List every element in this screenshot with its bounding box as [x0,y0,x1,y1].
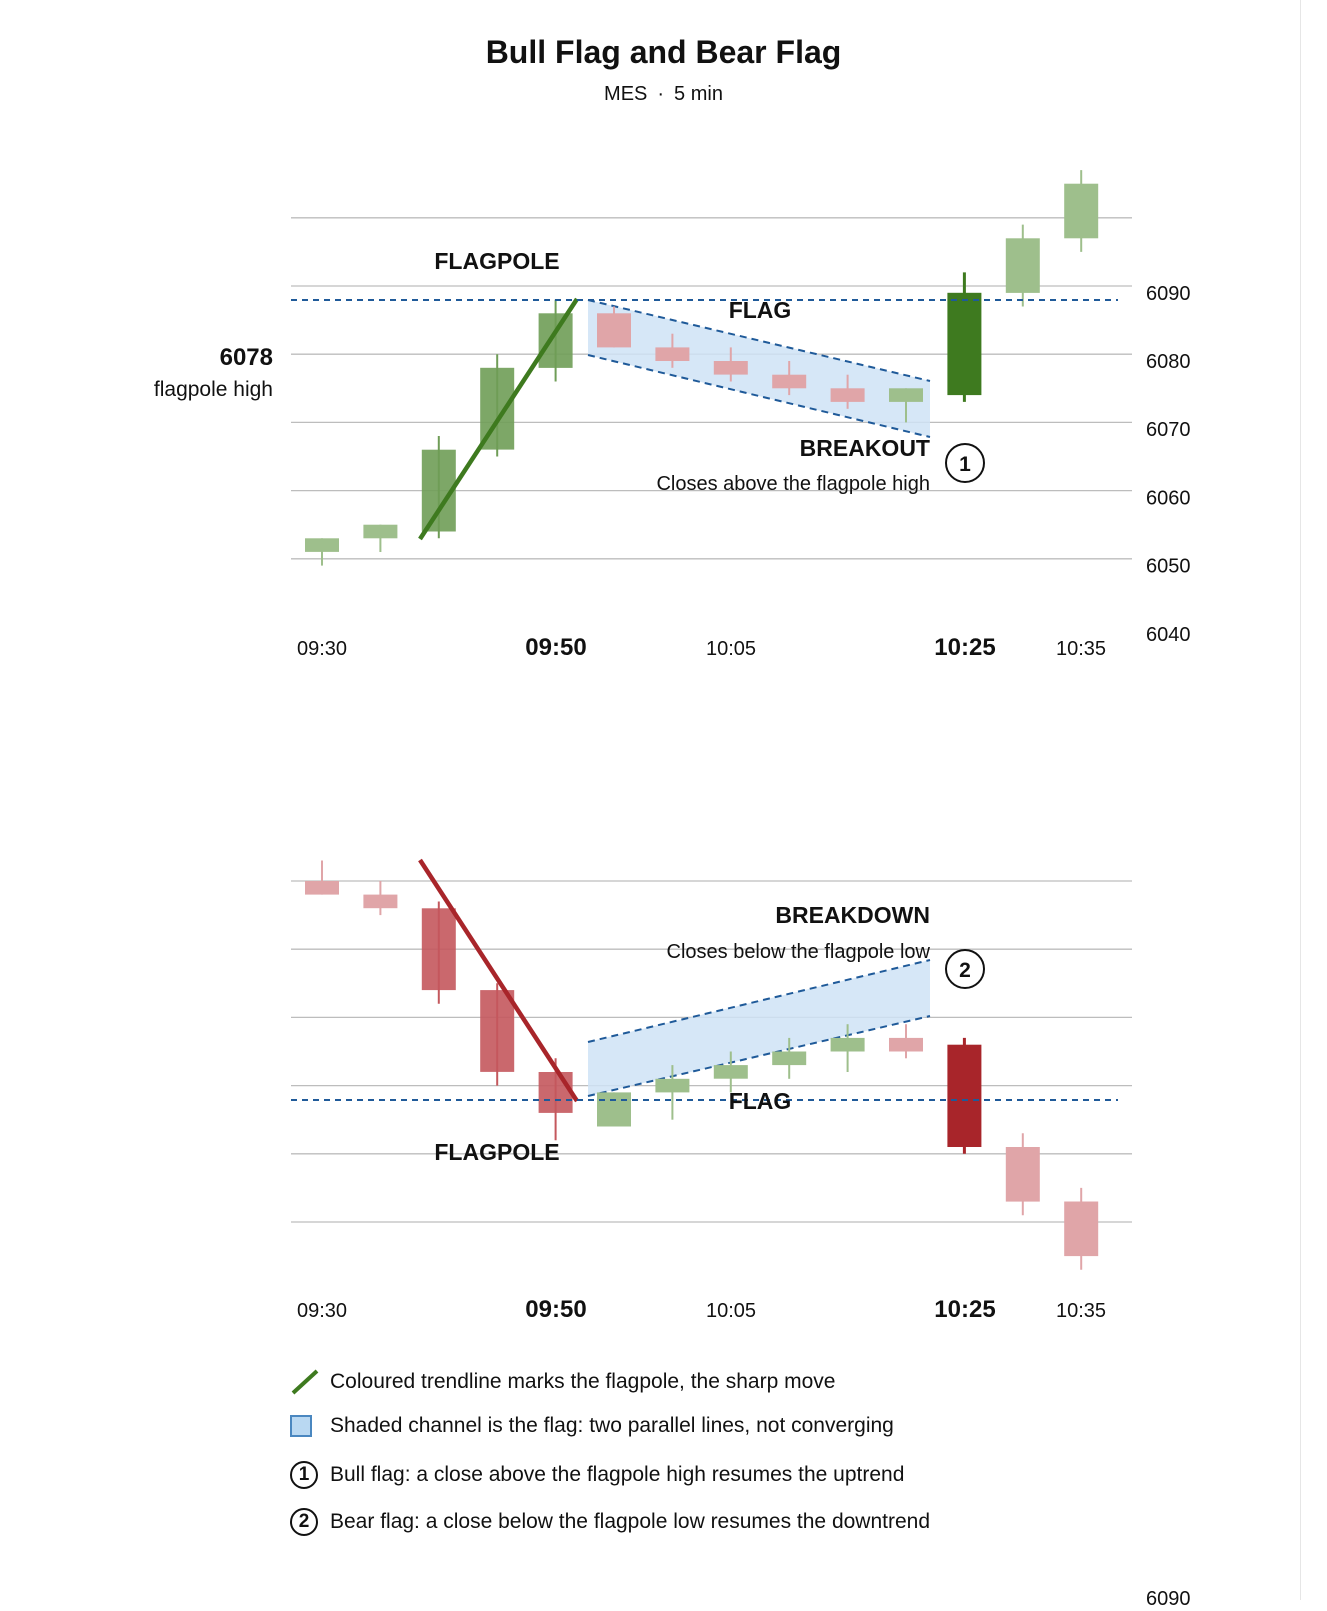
candle-body [538,1072,573,1113]
flagpole-trendline [418,297,579,541]
x-tick-label: 09:30 [297,638,347,660]
flagpole-high-caption: flagpole high [154,378,273,401]
candle-body [480,990,515,1072]
x-tick-label: 09:50 [525,1296,586,1323]
legend-text: Coloured trendline marks the flagpole, t… [330,1370,836,1393]
y-tick-label: 6040 [1146,624,1191,646]
candle-body [597,313,631,348]
x-tick-label: 10:35 [1056,638,1106,660]
breakdown-label: BREAKDOWN [775,902,930,928]
x-tick-label: 10:05 [706,638,756,660]
x-tick-label: 10:05 [706,1300,756,1322]
x-tick-label: 09:30 [297,1300,347,1322]
candle-body [713,361,748,375]
candle-body [538,313,573,368]
candle-body [363,524,398,539]
timeframe-label: 5 min [674,83,723,105]
candle-body [1064,183,1099,239]
chart-title: Bull Flag and Bear Flag [485,34,842,70]
candle-body [947,1044,982,1147]
marker-2-label: 2 [959,959,971,982]
legend-text: Shaded channel is the flag: two parallel… [330,1414,894,1437]
x-tick-label: 10:25 [934,634,995,661]
candle-body [772,374,807,389]
legend-text: Bull flag: a close above the flagpole hi… [330,1463,905,1486]
legend-item-trendline: Coloured trendline marks the flagpole, t… [290,1367,835,1397]
trendline-icon [290,1367,330,1397]
candle-body [889,1037,923,1052]
candle-body [1005,238,1040,293]
flagpole-trendline [418,858,579,1103]
flag-label: FLAG [729,1088,792,1114]
candle-body [772,1051,807,1066]
marker-2-icon: 2 [290,1508,318,1536]
y-tick-label: 6070 [1146,419,1191,441]
y-tick-label: 6060 [1146,487,1191,509]
candle-body [655,1078,690,1093]
legend-item-bull-marker: 1 Bull flag: a close above the flagpole … [290,1461,904,1489]
candle-body [1005,1147,1040,1202]
legend-item-bear-marker: 2 Bear flag: a close below the flagpole … [290,1508,930,1536]
flag-channel [588,960,930,1096]
legend-text: Bear flag: a close below the flagpole lo… [330,1510,931,1533]
y-tick-label: 6050 [1146,556,1191,578]
separator-dot: · [657,83,665,105]
x-tick-label: 10:35 [1056,1300,1106,1322]
flag-channel [588,300,930,437]
x-tick-label: 10:25 [934,1296,995,1323]
flagpole-label: FLAGPOLE [434,1139,559,1165]
candle-body [830,388,865,402]
flagpole-label: FLAGPOLE [434,248,559,274]
candle-body [597,1092,631,1127]
candle-body [421,908,456,991]
candle-body [1064,1201,1099,1257]
flagpole-high-value: 6078 [220,344,273,371]
chart-subtitle: MES · 5 min [0,83,1327,106]
candle-body [305,538,339,552]
flag-channel-lower [587,354,931,438]
marker-1-icon [945,443,985,483]
channel-swatch-icon [290,1415,312,1437]
marker-1-icon: 1 [290,1461,318,1489]
symbol-label: MES [604,83,648,105]
candle-body [305,881,339,895]
flag-channel-upper [587,299,931,382]
y-tick-label: 6090 [1146,283,1191,305]
breakdown-note: Closes below the flagpole low [667,941,931,963]
marker-1-label: 1 [959,453,971,476]
candle-body [655,347,690,361]
marker-2-icon [945,949,985,989]
flag-channel-upper [587,959,931,1043]
breakout-note: Closes above the flagpole high [656,473,930,495]
candle-body [830,1037,865,1052]
x-tick-label: 09:50 [525,634,586,661]
flag-label: FLAG [729,297,792,323]
breakout-label: BREAKOUT [800,435,930,461]
flag-channel-lower [587,1015,931,1097]
page-right-edge [1300,0,1327,1600]
candle-body [889,388,923,402]
y-tick-label: 6080 [1146,351,1191,373]
candle-body [363,894,398,909]
candle-body [713,1065,748,1079]
legend-item-channel: Shaded channel is the flag: two parallel… [290,1414,894,1438]
candle-body [947,292,982,396]
